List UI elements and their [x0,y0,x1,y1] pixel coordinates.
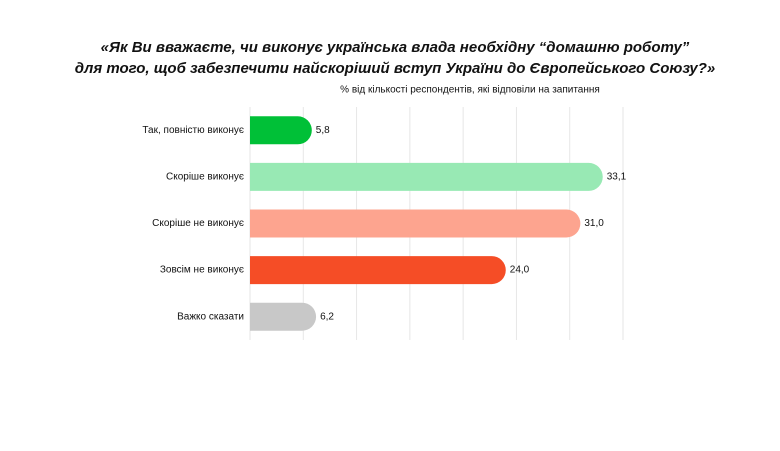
subtitle: % від кількості респондентів, які відпов… [340,85,600,96]
value-label: 31,0 [584,218,604,229]
bar [250,302,317,331]
y-tick-label: Важко сказати [177,311,244,322]
value-label: 5,8 [316,125,330,136]
y-tick-label: Так, повністю виконує [142,125,244,136]
y-tick-label: Скоріше виконує [166,172,244,183]
bar [250,256,506,285]
chart-title: для того, щоб забезпечити найскоріший вс… [75,60,716,77]
value-label: 6,2 [320,311,334,322]
bar [250,209,581,238]
value-label: 24,0 [510,265,530,276]
chart-title: «Як Ви вважаєте, чи виконує українська в… [101,39,690,56]
y-tick-label: Скоріше не виконує [152,218,244,229]
bar [250,116,312,145]
value-label: 33,1 [607,172,627,183]
y-tick-label: Зовсім не виконує [160,265,244,276]
bar [250,162,603,191]
